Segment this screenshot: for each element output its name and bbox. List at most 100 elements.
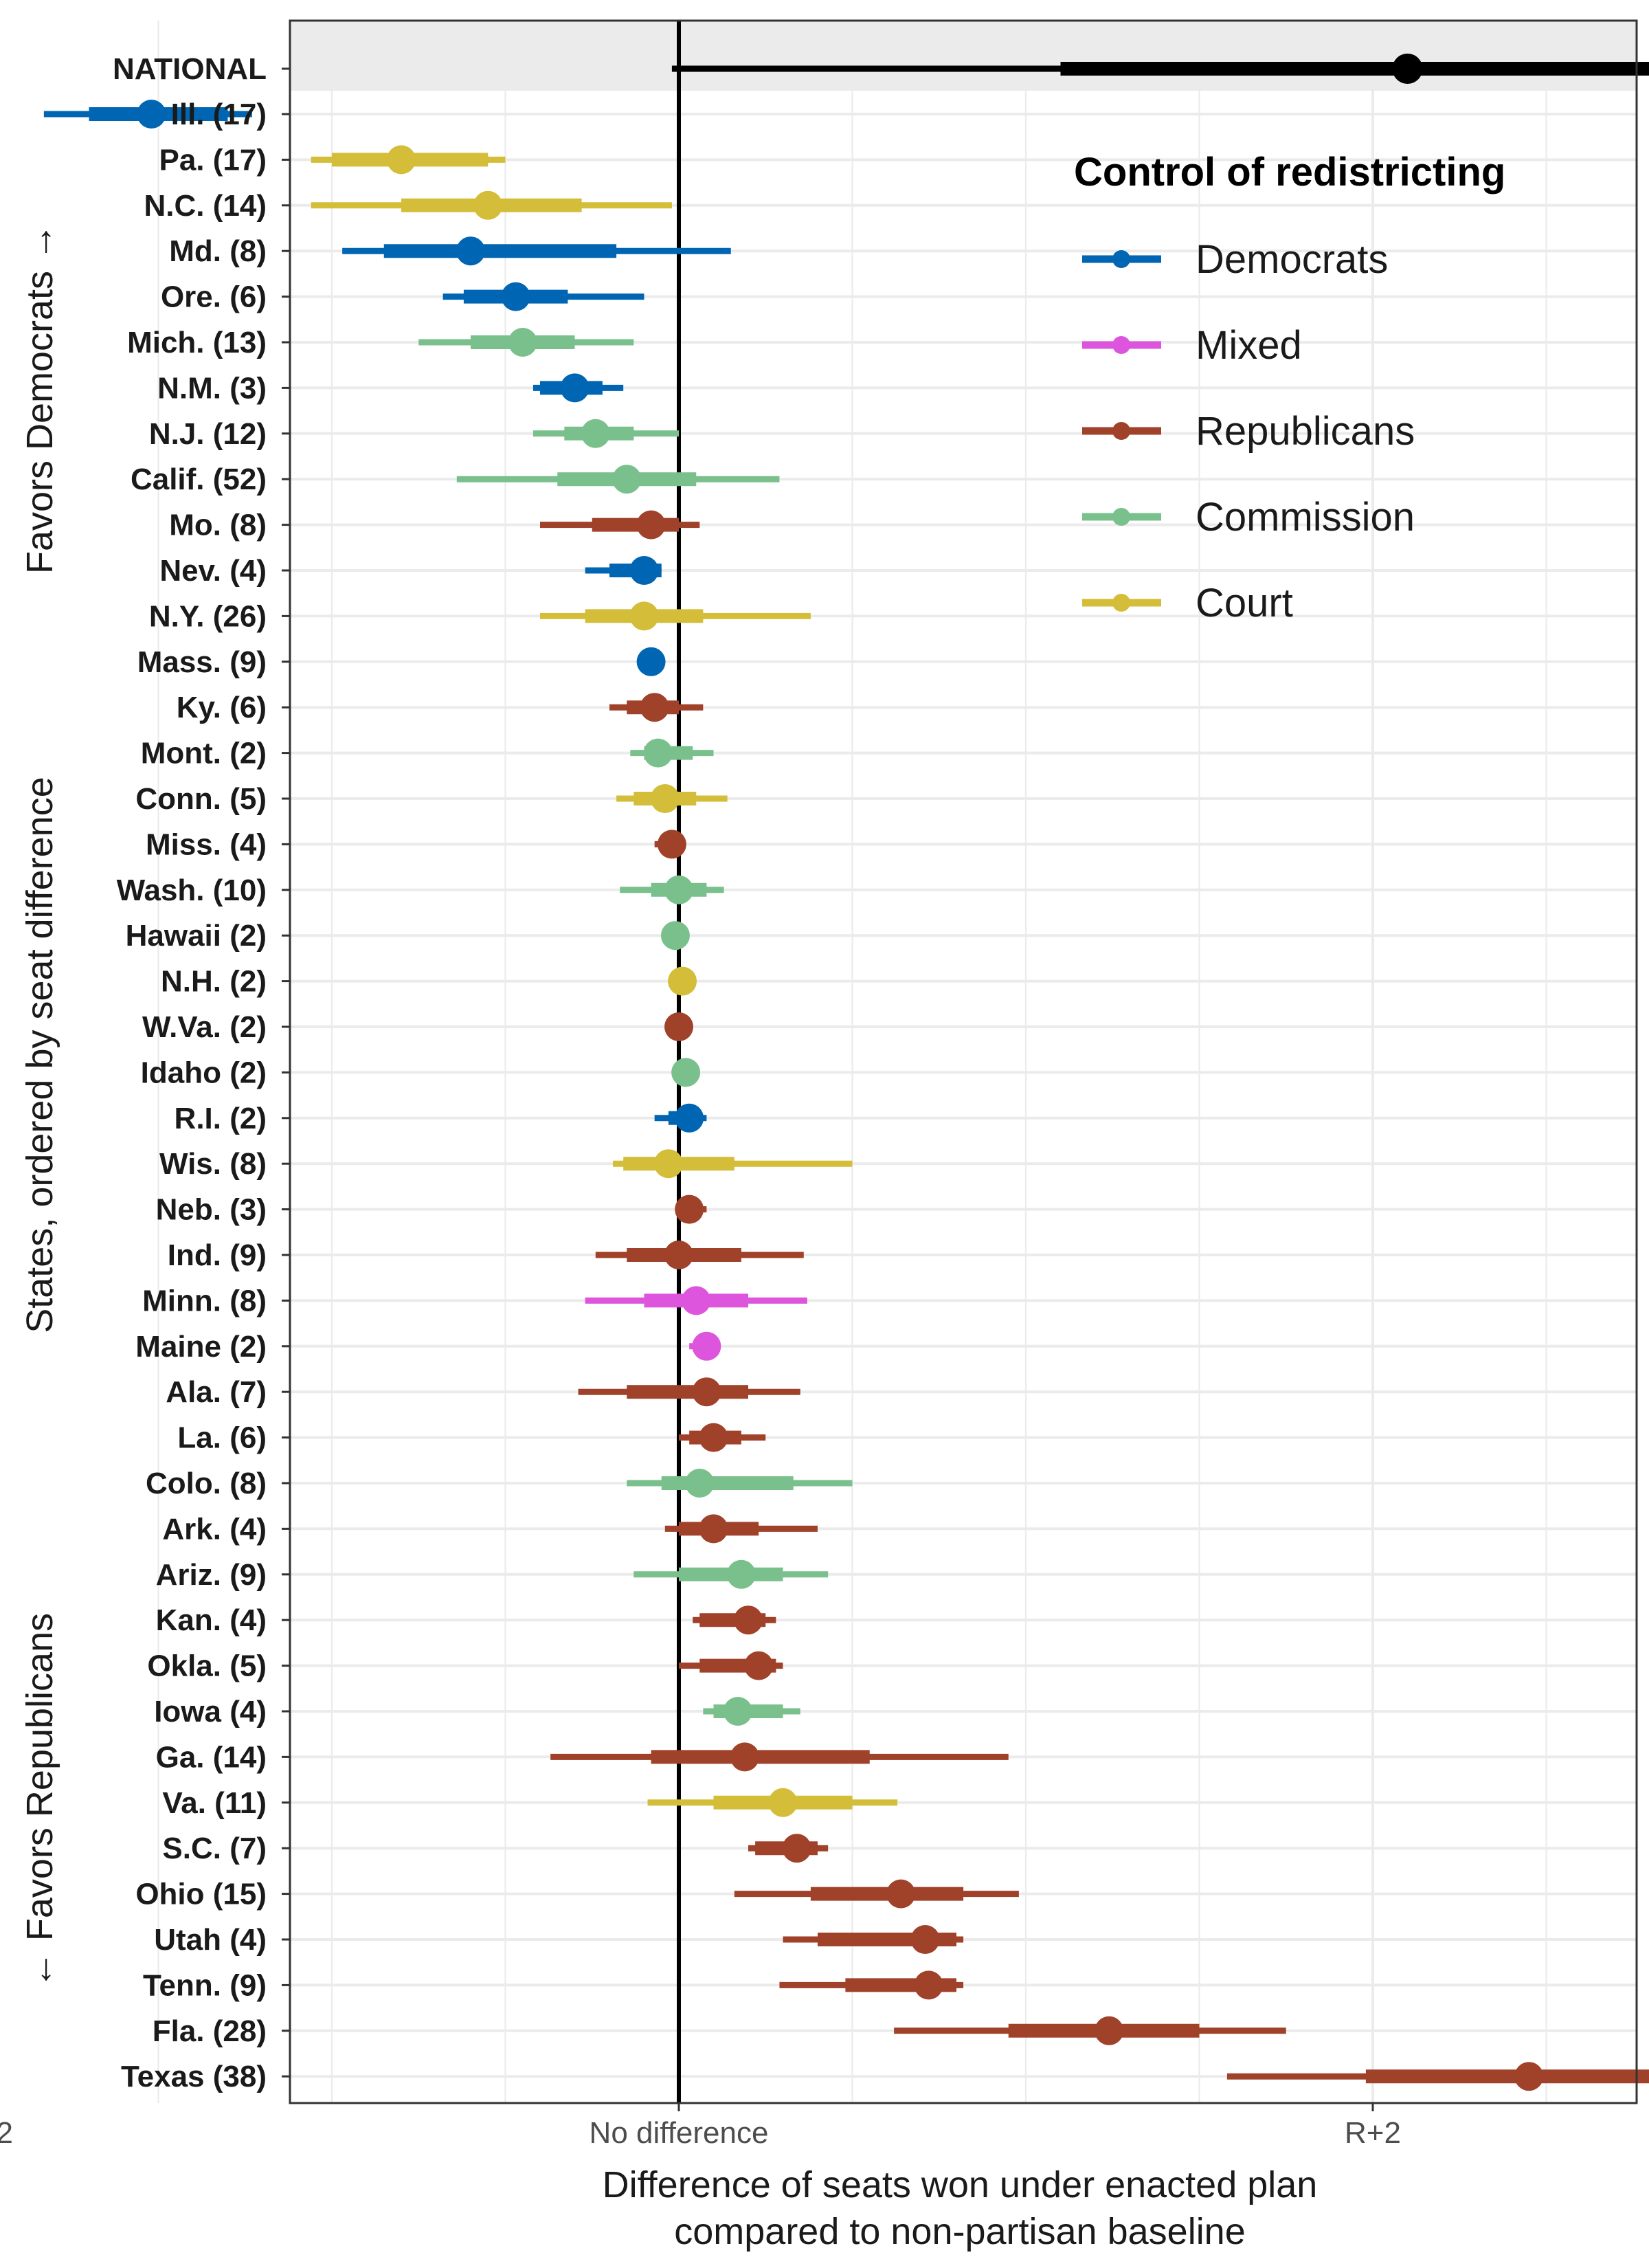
y-axis-title-favors-republicans: ← Favors Republicans bbox=[19, 1613, 60, 1988]
plot-border bbox=[289, 19, 1638, 2104]
state-point bbox=[675, 1194, 704, 1224]
state-point bbox=[660, 921, 690, 950]
legend-key-point bbox=[1112, 594, 1130, 612]
state-point bbox=[723, 1697, 752, 1726]
state-point bbox=[560, 373, 590, 403]
state-point bbox=[685, 1469, 715, 1498]
state-point bbox=[629, 556, 659, 585]
y-tick-label: Ind. (9) bbox=[168, 1238, 267, 1272]
axis-titles: Difference of seats won under enacted pl… bbox=[19, 223, 1317, 2252]
y-tick-label: Ariz. (9) bbox=[156, 1558, 267, 1592]
y-tick-label: Mo. (8) bbox=[169, 509, 267, 542]
state-point bbox=[664, 875, 693, 904]
y-tick-label: Texas (38) bbox=[121, 2060, 267, 2093]
state-point bbox=[456, 236, 485, 266]
y-tick-label: Ala. (7) bbox=[166, 1375, 267, 1409]
state-tick-labels: NATIONAL Ill. (17) Pa. (17) N.C. (14) Md. (8… bbox=[113, 52, 290, 2093]
state-point bbox=[692, 1377, 721, 1407]
panel-background bbox=[290, 21, 1637, 2103]
y-tick-label: Minn. (8) bbox=[142, 1284, 267, 1318]
state-point bbox=[636, 647, 666, 676]
y-tick-label: Ga. (14) bbox=[156, 1740, 267, 1774]
y-tick-label: N.M. (3) bbox=[157, 371, 267, 405]
state-point bbox=[501, 282, 530, 311]
y-tick-label: Calif. (52) bbox=[131, 463, 267, 496]
state-point bbox=[643, 738, 673, 768]
y-tick-label: Miss. (4) bbox=[146, 827, 267, 861]
y-tick-label: N.H. (2) bbox=[161, 965, 267, 999]
state-point bbox=[675, 1103, 704, 1133]
y-tick-label: Pa. (17) bbox=[159, 143, 267, 177]
y-tick-label: Mont. (2) bbox=[141, 737, 267, 770]
y-tick-label: Va. (11) bbox=[162, 1786, 267, 1820]
y-tick-label: N.C. (14) bbox=[144, 189, 267, 223]
y-tick-label: Utah (4) bbox=[154, 1923, 267, 1957]
state-point bbox=[387, 145, 416, 175]
y-tick-label: Md. (8) bbox=[169, 234, 267, 268]
legend-label: Republicans bbox=[1196, 409, 1415, 454]
legend-label: Democrats bbox=[1196, 237, 1388, 282]
state-point bbox=[473, 190, 503, 220]
panel-border bbox=[289, 19, 1638, 2104]
legend-key-point bbox=[1112, 422, 1130, 440]
legend-key-point bbox=[1112, 250, 1130, 268]
state-point bbox=[612, 465, 642, 494]
y-tick-label: Mich. (13) bbox=[127, 326, 267, 359]
state-point bbox=[640, 693, 669, 722]
state-point bbox=[653, 1149, 683, 1179]
state-point bbox=[668, 966, 697, 996]
state-point bbox=[636, 510, 666, 540]
x-axis-title-line-1: Difference of seats won under enacted pl… bbox=[603, 2164, 1318, 2205]
y-tick-label: Colo. (8) bbox=[146, 1467, 267, 1500]
y-tick-label: Wis. (8) bbox=[159, 1147, 267, 1181]
state-point bbox=[886, 1879, 916, 1909]
national-background bbox=[290, 21, 1637, 91]
legend-label: Court bbox=[1196, 581, 1293, 625]
state-point bbox=[137, 100, 166, 129]
y-tick-label: Ohio (15) bbox=[135, 1878, 267, 1911]
y-tick-label: Kan. (4) bbox=[156, 1603, 267, 1637]
y-tick-label: R.I. (2) bbox=[175, 1102, 267, 1135]
state-point bbox=[699, 1423, 728, 1452]
y-tick-label: Ore. (6) bbox=[161, 280, 267, 314]
interval-marks bbox=[43, 54, 1649, 2091]
x-tick-label: No difference bbox=[590, 2116, 769, 2150]
y-tick-label: Hawaii (2) bbox=[126, 919, 267, 953]
national-point bbox=[1392, 54, 1423, 84]
state-point bbox=[664, 1012, 693, 1041]
legend-key-point bbox=[1112, 336, 1130, 354]
y-tick-label: N.J. (12) bbox=[149, 417, 267, 451]
state-point bbox=[726, 1559, 756, 1589]
y-tick-label: Ill. (17) bbox=[171, 98, 267, 131]
legend-title: Control of redistricting bbox=[1074, 150, 1505, 194]
y-tick-label: Ky. (6) bbox=[177, 691, 267, 724]
y-tick-label: Nev. (4) bbox=[159, 554, 267, 588]
state-point bbox=[910, 1925, 940, 1954]
state-point bbox=[671, 1058, 701, 1087]
national-band bbox=[290, 21, 1637, 91]
x-tick-label: D+2 bbox=[0, 2116, 13, 2150]
y-tick-label: W.Va. (2) bbox=[142, 1010, 267, 1044]
y-tick-label: Maine (2) bbox=[135, 1330, 267, 1364]
legend-label: Mixed bbox=[1196, 323, 1302, 368]
y-tick-label: Tenn. (9) bbox=[143, 1968, 267, 2002]
state-point bbox=[657, 830, 686, 859]
y-tick-label: La. (6) bbox=[177, 1421, 267, 1455]
state-point bbox=[664, 1241, 693, 1269]
x-axis-title-line-2: compared to non-partisan baseline bbox=[674, 2211, 1246, 2252]
y-tick-label: Idaho (2) bbox=[141, 1056, 267, 1089]
state-point bbox=[914, 1970, 943, 2000]
y-tick-label: Fla. (28) bbox=[153, 2014, 267, 2048]
state-point bbox=[581, 419, 610, 448]
state-point bbox=[699, 1514, 728, 1544]
y-tick-label: Mass. (9) bbox=[137, 645, 267, 679]
y-tick-label: N.Y. (26) bbox=[149, 599, 267, 633]
state-point bbox=[1095, 2016, 1124, 2045]
y-tick-label: Neb. (3) bbox=[156, 1193, 267, 1227]
state-point bbox=[730, 1742, 759, 1772]
state-point bbox=[782, 1834, 811, 1863]
y-tick-label: NATIONAL bbox=[113, 52, 267, 86]
y-tick-label: Iowa (4) bbox=[154, 1695, 267, 1728]
